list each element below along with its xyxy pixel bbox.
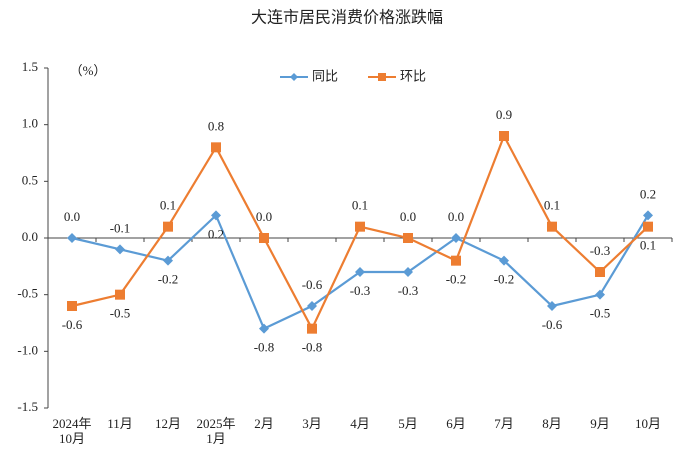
data-label: -0.5: [590, 306, 611, 321]
legend-label: 同比: [312, 70, 338, 85]
y-tick-label: -1.0: [17, 342, 38, 357]
point: [355, 267, 365, 277]
data-label: -0.3: [350, 283, 371, 298]
x-tick-label: 11月: [107, 416, 133, 431]
x-tick-label: 2024年 10月: [52, 416, 91, 446]
point: [451, 255, 461, 266]
point: [403, 267, 413, 277]
y-axis-label: （%）: [70, 63, 107, 78]
legend-marker: [290, 73, 298, 81]
point: [115, 244, 125, 255]
data-label: -0.8: [302, 340, 323, 355]
y-tick-label: -0.5: [17, 286, 38, 301]
y-tick-label: 1.0: [22, 116, 38, 131]
x-tick-label: 3月: [302, 416, 322, 431]
x-tick-label: 8月: [542, 416, 562, 431]
point: [355, 221, 365, 232]
point: [547, 301, 557, 311]
data-label: 0.1: [544, 198, 560, 213]
legend-label: 环比: [400, 70, 426, 85]
point: [211, 142, 221, 153]
data-label: -0.2: [158, 272, 179, 287]
data-label: 0.0: [64, 209, 80, 224]
point: [643, 210, 653, 221]
chart-title: 大连市居民消费价格涨跌幅: [251, 8, 443, 27]
point: [67, 301, 77, 311]
point: [499, 255, 509, 266]
data-label: 0.2: [640, 186, 656, 201]
point: [499, 131, 509, 141]
data-label: -0.1: [110, 220, 131, 235]
point: [67, 233, 77, 243]
y-tick-label: 1.5: [22, 59, 38, 74]
data-label: -0.3: [398, 283, 419, 298]
point: [115, 289, 125, 300]
point: [403, 233, 413, 243]
data-label: 0.8: [208, 118, 224, 133]
point: [451, 233, 461, 243]
point: [163, 221, 173, 232]
data-label: 0.1: [352, 198, 368, 213]
data-label: 0.0: [448, 209, 464, 224]
series-line: [71, 133, 649, 332]
x-tick-label: 6月: [446, 416, 466, 431]
data-label: -0.6: [542, 317, 563, 332]
point: [163, 255, 173, 266]
point: [547, 221, 557, 232]
x-tick-label: 10月: [635, 416, 661, 431]
point: [307, 301, 317, 311]
data-label: 0.1: [640, 238, 656, 253]
point: [307, 323, 317, 334]
data-label: 0.0: [400, 209, 416, 224]
data-label: 0.0: [256, 209, 272, 224]
point: [259, 233, 269, 243]
data-label: -0.8: [254, 340, 275, 355]
point: [595, 267, 605, 277]
x-tick-label: 9月: [590, 416, 610, 431]
x-tick-label: 5月: [398, 416, 418, 431]
data-label: 0.1: [160, 198, 176, 213]
data-label: -0.3: [590, 243, 611, 258]
x-tick-label: 12月: [155, 416, 181, 431]
data-label: 0.2: [208, 226, 224, 241]
point: [259, 323, 269, 334]
data-label: -0.2: [494, 272, 515, 287]
x-tick-label: 2025年 1月: [196, 416, 235, 446]
data-label: 0.9: [496, 107, 512, 122]
point: [211, 210, 221, 221]
x-tick-label: 7月: [494, 416, 514, 431]
x-tick-label: 4月: [350, 416, 370, 431]
data-label: -0.6: [62, 317, 83, 332]
point: [595, 289, 605, 300]
point: [643, 221, 653, 232]
y-tick-label: 0.0: [22, 229, 38, 244]
x-tick-label: 2月: [254, 416, 274, 431]
data-label: -0.2: [446, 272, 467, 287]
legend-marker: [378, 73, 386, 81]
y-tick-label: 0.5: [22, 172, 38, 187]
data-label: -0.5: [110, 306, 131, 321]
y-tick-label: -1.5: [17, 399, 38, 414]
data-label: -0.6: [302, 277, 323, 292]
